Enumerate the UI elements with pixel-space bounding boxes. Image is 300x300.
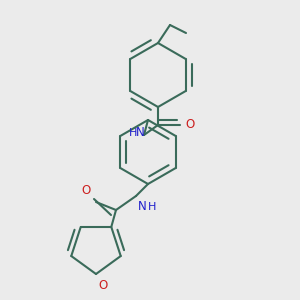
Text: N: N xyxy=(138,200,147,213)
Text: N: N xyxy=(136,127,145,140)
Text: H: H xyxy=(148,202,156,212)
Text: O: O xyxy=(82,184,91,197)
Text: O: O xyxy=(185,118,194,131)
Text: H: H xyxy=(129,128,137,138)
Text: O: O xyxy=(98,279,107,292)
